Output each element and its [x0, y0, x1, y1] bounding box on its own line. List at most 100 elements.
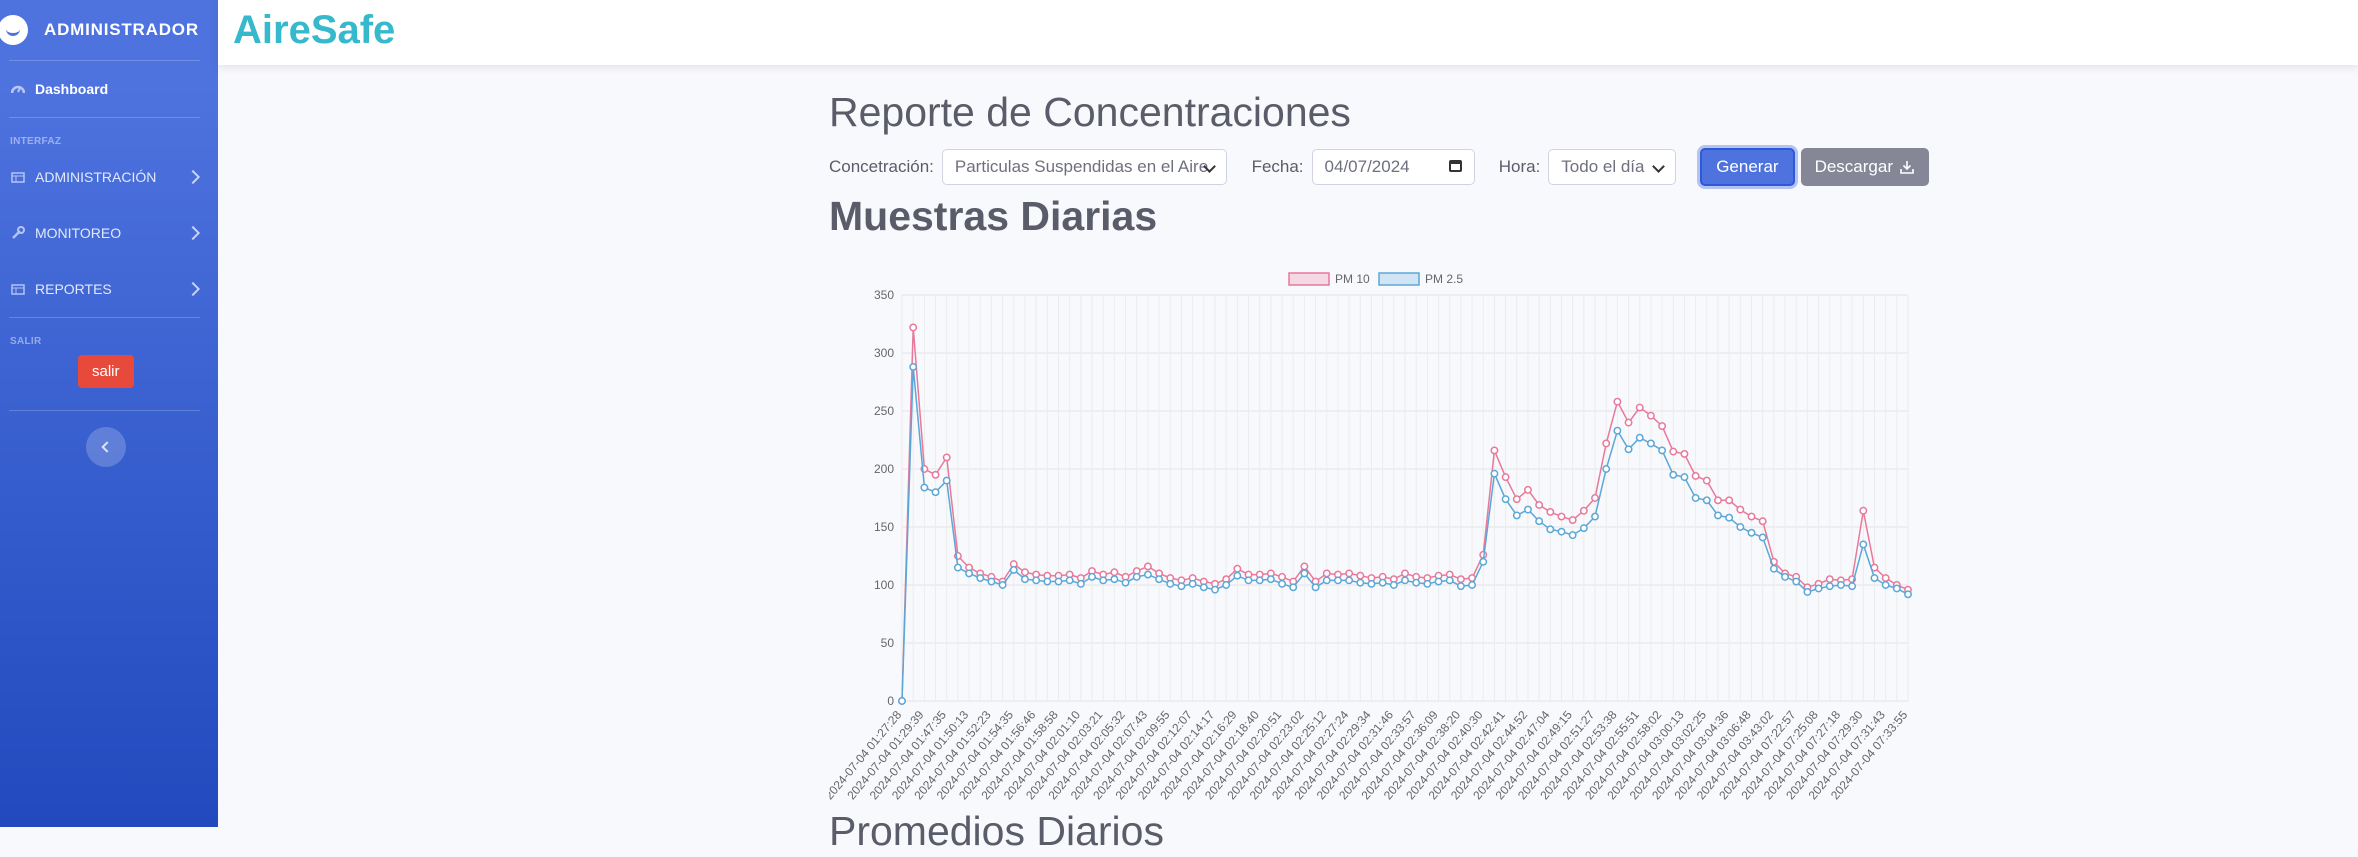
data-point[interactable]: [1680, 449, 1689, 458]
data-point[interactable]: [1859, 506, 1868, 515]
data-point[interactable]: [1792, 577, 1801, 586]
data-point[interactable]: [1781, 572, 1789, 581]
data-point[interactable]: [976, 574, 985, 582]
data-point[interactable]: [953, 563, 962, 572]
data-point[interactable]: [1021, 575, 1029, 584]
data-point[interactable]: [1367, 579, 1376, 588]
data-point[interactable]: [1881, 581, 1890, 589]
data-point[interactable]: [1199, 583, 1208, 592]
data-point[interactable]: [1859, 540, 1868, 549]
data-point[interactable]: [1725, 513, 1734, 522]
data-point[interactable]: [1490, 446, 1499, 455]
data-point[interactable]: [1300, 562, 1309, 571]
data-point[interactable]: [909, 323, 918, 332]
data-point[interactable]: [1535, 517, 1544, 526]
data-point[interactable]: [1680, 473, 1689, 482]
generate-button[interactable]: Generar: [1700, 148, 1795, 186]
data-point[interactable]: [1300, 569, 1309, 578]
data-point[interactable]: [1591, 512, 1599, 521]
data-point[interactable]: [1110, 568, 1119, 577]
data-point[interactable]: [931, 470, 940, 479]
data-point[interactable]: [1624, 445, 1633, 454]
data-point[interactable]: [1143, 570, 1152, 579]
data-point[interactable]: [1021, 568, 1029, 577]
data-point[interactable]: [1613, 426, 1622, 435]
data-point[interactable]: [1591, 494, 1599, 502]
data-point[interactable]: [1333, 576, 1342, 585]
concentration-select[interactable]: Particulas Suspendidas en el Aire: [941, 149, 1227, 185]
data-point[interactable]: [942, 453, 951, 462]
data-point[interactable]: [1356, 578, 1365, 587]
data-point[interactable]: [1121, 578, 1130, 587]
data-point[interactable]: [1579, 524, 1588, 533]
sidebar-item-administracion[interactable]: ADMINISTRACIÓN: [0, 149, 218, 205]
data-point[interactable]: [1188, 579, 1197, 588]
data-point[interactable]: [1848, 582, 1857, 591]
data-point[interactable]: [1233, 564, 1242, 573]
data-point[interactable]: [1088, 572, 1096, 581]
data-point[interactable]: [1714, 511, 1722, 520]
sidebar-toggle-button[interactable]: [86, 427, 126, 467]
data-point[interactable]: [1490, 469, 1499, 478]
legend-label[interactable]: PM 2.5: [1425, 272, 1463, 286]
data-point[interactable]: [1233, 571, 1242, 580]
data-point[interactable]: [1747, 528, 1756, 537]
data-point[interactable]: [1289, 583, 1298, 592]
data-point[interactable]: [1345, 576, 1354, 585]
data-point[interactable]: [1479, 557, 1488, 566]
data-point[interactable]: [1803, 588, 1812, 596]
data-point[interactable]: [1155, 575, 1164, 584]
data-point[interactable]: [1322, 576, 1331, 585]
data-point[interactable]: [1065, 576, 1074, 585]
data-point[interactable]: [1535, 501, 1544, 509]
data-point[interactable]: [1389, 581, 1398, 589]
data-point[interactable]: [1825, 582, 1834, 591]
data-point[interactable]: [1501, 495, 1510, 504]
data-point[interactable]: [965, 569, 974, 578]
calendar-icon[interactable]: [1448, 160, 1462, 172]
data-point[interactable]: [1177, 582, 1186, 591]
sidebar-item-reportes[interactable]: REPORTES: [0, 261, 218, 317]
data-point[interactable]: [1646, 411, 1655, 420]
data-point[interactable]: [1714, 496, 1722, 505]
data-point[interactable]: [1501, 473, 1510, 482]
data-point[interactable]: [1736, 505, 1745, 514]
data-point[interactable]: [1602, 439, 1611, 448]
data-point[interactable]: [1624, 418, 1633, 427]
data-point[interactable]: [1278, 572, 1286, 581]
data-point[interactable]: [1266, 575, 1275, 584]
data-point[interactable]: [1613, 397, 1622, 406]
data-point[interactable]: [1669, 447, 1678, 456]
data-point[interactable]: [1244, 576, 1253, 585]
data-point[interactable]: [1401, 576, 1409, 585]
data-point[interactable]: [1658, 446, 1667, 455]
data-point[interactable]: [1524, 505, 1532, 514]
data-point[interactable]: [1512, 511, 1521, 520]
data-point[interactable]: [1032, 576, 1041, 585]
data-point[interactable]: [909, 362, 918, 371]
data-point[interactable]: [1646, 439, 1655, 448]
data-point[interactable]: [1568, 531, 1577, 540]
data-point[interactable]: [1132, 572, 1141, 581]
data-point[interactable]: [1691, 494, 1700, 502]
data-point[interactable]: [1110, 575, 1119, 584]
data-point[interactable]: [1211, 585, 1219, 594]
data-point[interactable]: [1512, 495, 1521, 504]
data-point[interactable]: [1434, 577, 1443, 586]
data-point[interactable]: [931, 488, 940, 497]
data-point[interactable]: [1043, 577, 1052, 586]
data-point[interactable]: [1881, 574, 1890, 582]
data-point[interactable]: [1546, 525, 1555, 534]
date-input[interactable]: 04/07/2024: [1311, 149, 1475, 185]
data-point[interactable]: [1345, 569, 1354, 578]
data-point[interactable]: [1524, 485, 1532, 494]
data-point[interactable]: [1445, 576, 1454, 585]
data-point[interactable]: [1658, 422, 1667, 431]
data-point[interactable]: [1009, 565, 1018, 574]
data-point[interactable]: [1836, 581, 1845, 589]
sidebar-item-dashboard[interactable]: Dashboard: [0, 61, 218, 117]
data-point[interactable]: [1557, 527, 1566, 536]
data-point[interactable]: [1546, 507, 1555, 516]
download-button[interactable]: Descargar: [1800, 148, 1929, 186]
data-point[interactable]: [987, 577, 996, 586]
